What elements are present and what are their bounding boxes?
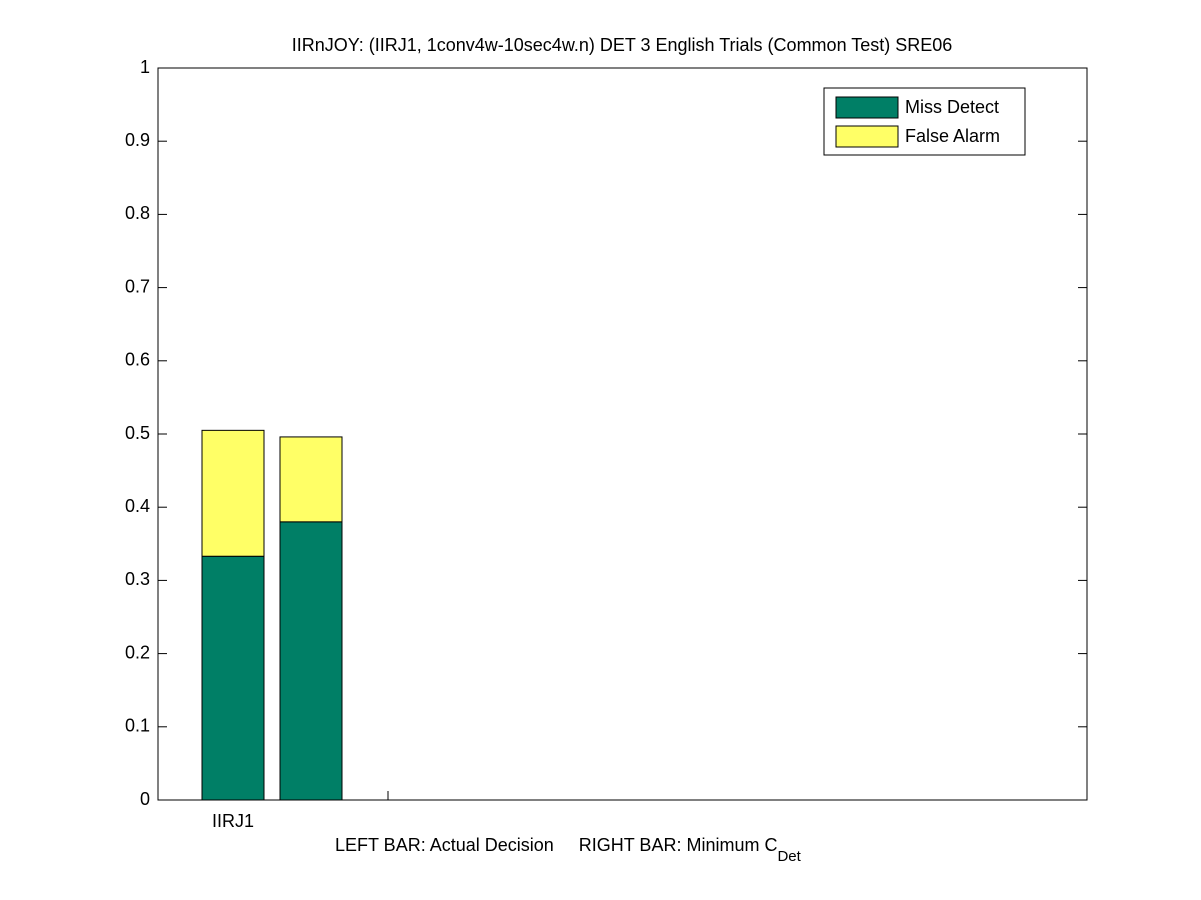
y-tick-label: 0.3 bbox=[125, 569, 150, 589]
legend-swatch bbox=[835, 96, 899, 119]
y-tick-label: 0.8 bbox=[125, 203, 150, 223]
bar-segment bbox=[201, 429, 265, 557]
x-label-sub: Det bbox=[777, 848, 801, 865]
legend-swatch bbox=[835, 125, 899, 148]
bar-segment bbox=[279, 521, 343, 801]
bar-segment bbox=[201, 555, 265, 801]
y-tick-label: 1 bbox=[140, 57, 150, 77]
plot-frame bbox=[157, 67, 1088, 801]
y-tick-label: 0.7 bbox=[125, 276, 150, 296]
y-tick-label: 0 bbox=[140, 789, 150, 809]
legend-label: Miss Detect bbox=[905, 97, 999, 117]
y-tick-label: 0.4 bbox=[125, 496, 150, 516]
legend-label: False Alarm bbox=[905, 126, 1000, 146]
y-tick-label: 0.1 bbox=[125, 716, 150, 736]
chart-title: IIRnJOY: (IIRJ1, 1conv4w-10sec4w.n) DET … bbox=[292, 35, 953, 55]
x-axis-label: LEFT BAR: Actual Decision RIGHT BAR: Min… bbox=[335, 835, 802, 865]
x-tick-label: IIRJ1 bbox=[212, 811, 254, 831]
x-label-main: LEFT BAR: Actual Decision RIGHT BAR: Min… bbox=[335, 835, 777, 855]
y-tick-label: 0.5 bbox=[125, 423, 150, 443]
y-tick-label: 0.2 bbox=[125, 642, 150, 662]
y-tick-label: 0.9 bbox=[125, 130, 150, 150]
bar-segment bbox=[279, 436, 343, 523]
y-tick-label: 0.6 bbox=[125, 350, 150, 370]
